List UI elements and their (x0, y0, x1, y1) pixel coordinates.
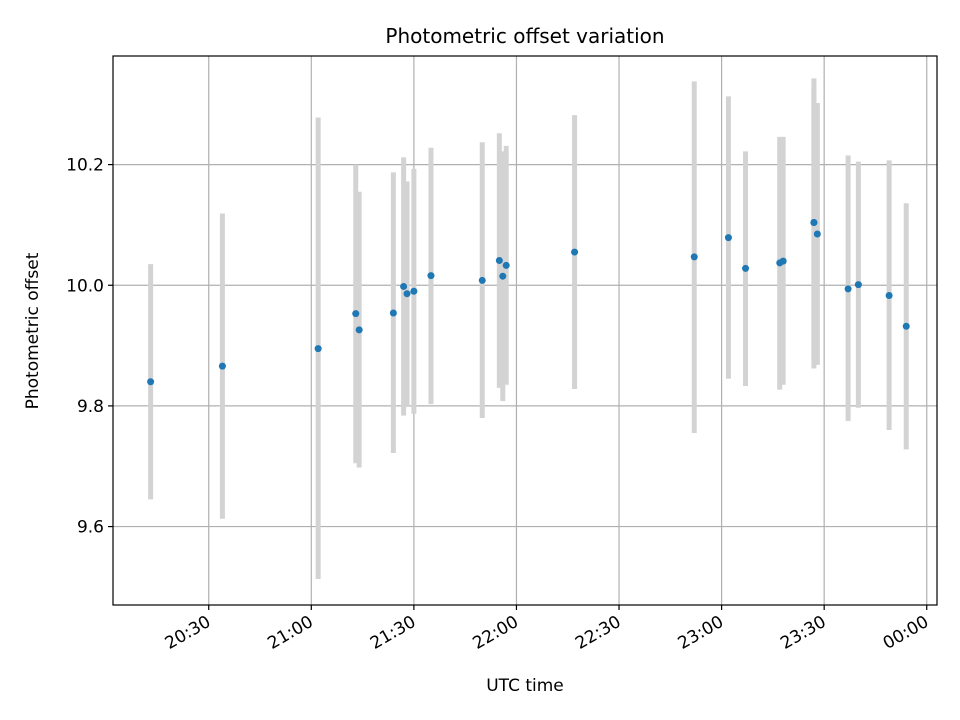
data-point (410, 287, 418, 295)
data-point (813, 230, 821, 238)
data-point (389, 309, 397, 317)
data-point (314, 345, 322, 353)
data-point (427, 272, 435, 280)
data-point (779, 257, 787, 265)
point-layer (147, 219, 910, 386)
data-point (810, 219, 818, 227)
data-point (690, 253, 698, 261)
x-axis-title: UTC time (486, 676, 564, 696)
data-point (844, 285, 852, 293)
data-point (499, 272, 507, 280)
data-point (742, 264, 750, 272)
data-point (352, 310, 360, 318)
data-point (400, 282, 408, 290)
data-point (495, 257, 503, 265)
data-point (902, 322, 910, 330)
data-point (147, 378, 155, 386)
data-point (218, 362, 226, 370)
data-point (478, 276, 486, 284)
y-tick-label: 9.8 (77, 397, 104, 417)
data-point (885, 292, 893, 300)
y-tick-label: 9.6 (77, 518, 104, 538)
y-tick-label: 10.0 (66, 276, 104, 296)
data-point (571, 248, 579, 256)
y-tick-label: 10.2 (66, 156, 104, 176)
data-point (355, 326, 363, 334)
chart-title: Photometric offset variation (385, 24, 664, 48)
data-point (502, 261, 510, 269)
data-point (724, 234, 732, 242)
data-point (403, 290, 411, 298)
data-point (854, 281, 862, 289)
y-axis-title: Photometric offset (23, 252, 43, 409)
plot-frame (112, 55, 938, 606)
